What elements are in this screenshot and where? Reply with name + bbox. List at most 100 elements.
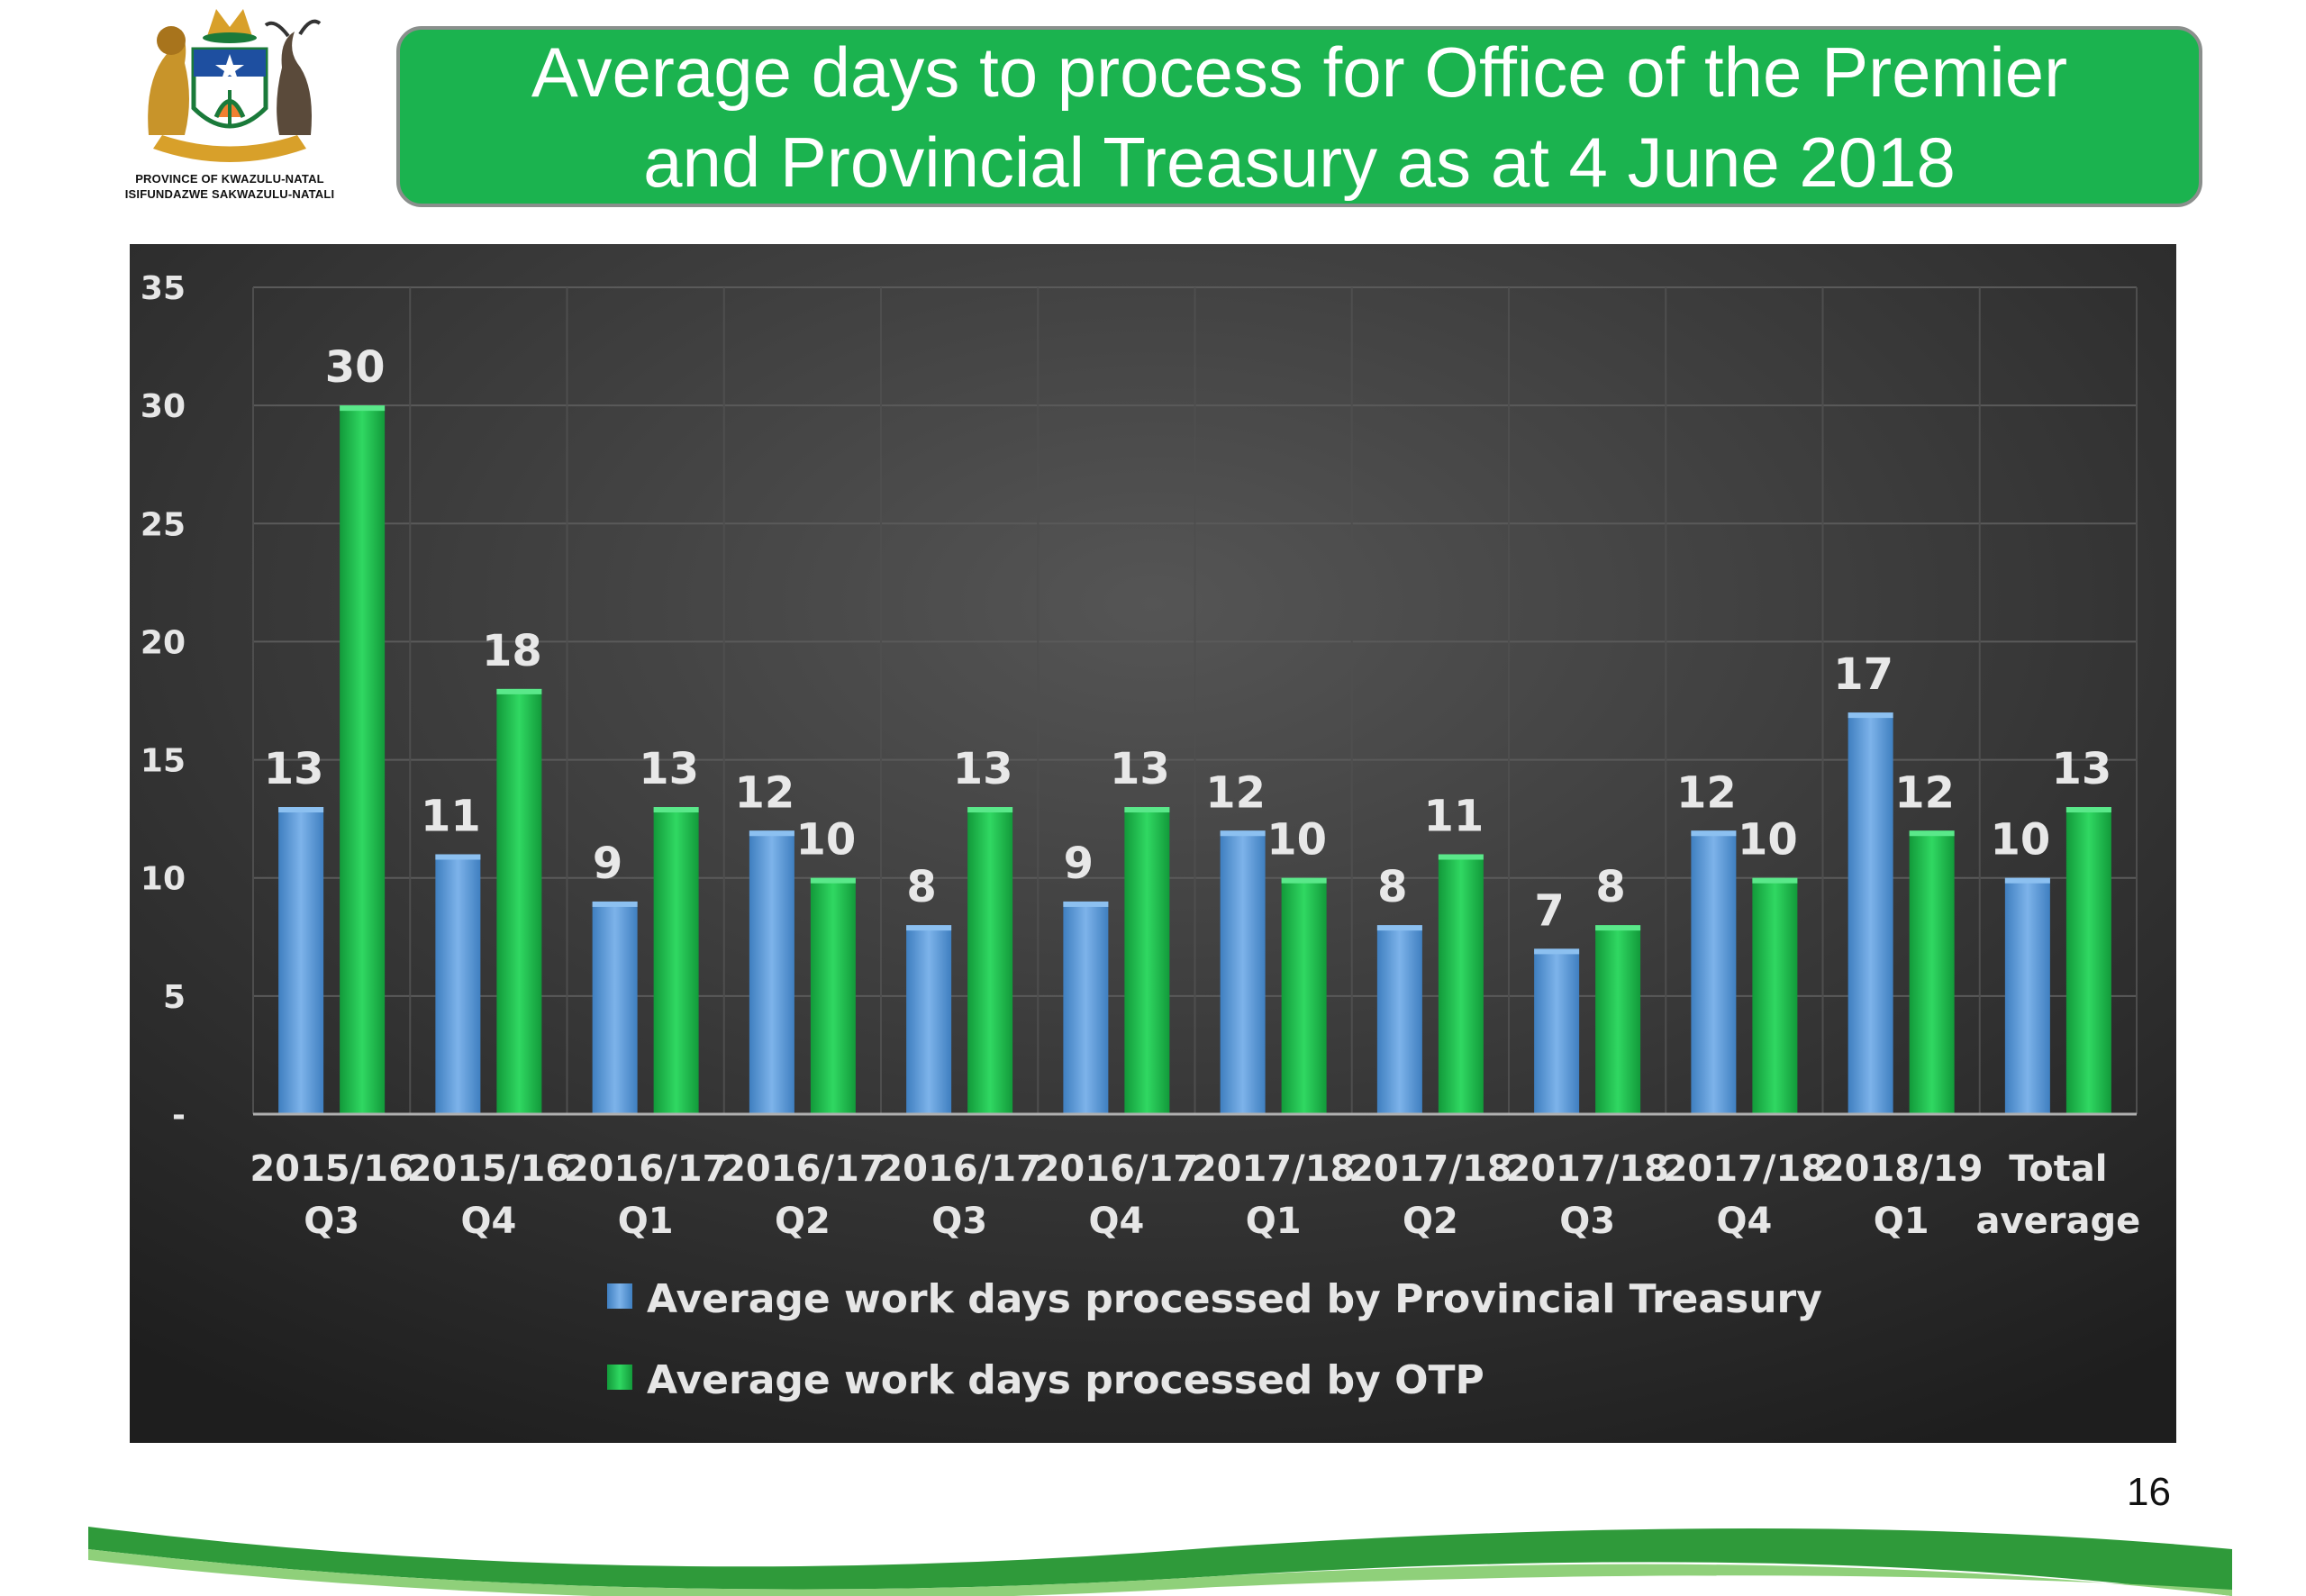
bar-provincial-treasury xyxy=(1063,901,1109,1114)
bar-otp xyxy=(496,688,542,1114)
bar-provincial-treasury xyxy=(1848,712,1893,1114)
bar-top-highlight xyxy=(1281,877,1327,884)
data-label: 11 xyxy=(421,791,481,841)
x-tick-label: 2017/18 xyxy=(1505,1148,1669,1190)
data-label: 8 xyxy=(1377,862,1407,912)
bar-otp xyxy=(1438,854,1484,1114)
data-label: 9 xyxy=(593,839,622,889)
data-label: 18 xyxy=(482,626,542,676)
data-label: 30 xyxy=(325,342,386,393)
y-tick-label: 25 xyxy=(141,506,186,543)
x-tick-label: 2016/17 xyxy=(721,1148,885,1190)
data-label: 11 xyxy=(1423,791,1484,841)
x-tick-label: Q3 xyxy=(931,1201,987,1242)
data-label: 10 xyxy=(1738,815,1798,866)
x-tick-label: Q4 xyxy=(1716,1201,1772,1242)
bar-top-highlight xyxy=(1691,830,1737,837)
data-label: 8 xyxy=(1595,862,1625,912)
x-tick-label: Q3 xyxy=(1559,1201,1615,1242)
x-tick-label: Q1 xyxy=(1246,1201,1302,1242)
bar-otp xyxy=(2065,807,2111,1114)
bar-top-highlight xyxy=(496,688,542,694)
footer-swoosh xyxy=(88,1527,2232,1596)
x-tick-label: 2017/18 xyxy=(1348,1148,1512,1190)
bar-top-highlight xyxy=(1376,925,1422,931)
x-tick-label: 2017/18 xyxy=(1663,1148,1827,1190)
bar-provincial-treasury xyxy=(435,854,481,1114)
x-tick-label: Q2 xyxy=(775,1201,831,1242)
bar-top-highlight xyxy=(810,877,856,884)
legend-swatch-provincial-treasury xyxy=(607,1283,632,1309)
x-tick-label: Q3 xyxy=(304,1201,359,1242)
bar-provincial-treasury xyxy=(2004,877,2050,1114)
bar-provincial-treasury xyxy=(1534,948,1580,1114)
bar-provincial-treasury xyxy=(749,830,794,1114)
bar-otp xyxy=(1595,925,1641,1114)
logo-line-1: PROVINCE OF KWAZULU-NATAL xyxy=(135,172,324,186)
bar-otp xyxy=(1124,807,1170,1114)
data-label: 9 xyxy=(1064,839,1094,889)
chart-panel: 13 30 11 18 9 13 12 10 8 13 9 13 12 10 8 11 7 8 12 10 17 12 10… xyxy=(130,244,2176,1443)
bar-top-highlight xyxy=(278,807,324,813)
data-label: 8 xyxy=(906,862,936,912)
slide-title: Average days to process for Office of th… xyxy=(531,32,2068,202)
legend-label-otp: Average work days processed by OTP xyxy=(647,1357,1484,1403)
bar-otp xyxy=(810,877,856,1114)
x-tick-label: Q4 xyxy=(460,1201,516,1242)
bar-top-highlight xyxy=(1124,807,1170,813)
data-label: 13 xyxy=(639,744,699,794)
bar-otp xyxy=(967,807,1013,1114)
page-number: 16 xyxy=(2127,1470,2171,1514)
bar-top-highlight xyxy=(653,807,699,813)
data-label: 10 xyxy=(795,815,856,866)
bar-provincial-treasury xyxy=(278,807,324,1114)
x-tick-label: Q4 xyxy=(1088,1201,1144,1242)
bar-top-highlight xyxy=(1534,948,1580,955)
x-tick-label: 2017/18 xyxy=(1192,1148,1356,1190)
data-label: 17 xyxy=(1833,649,1893,700)
bar-top-highlight xyxy=(1752,877,1798,884)
x-tick-label: Q2 xyxy=(1403,1201,1458,1242)
bar-otp xyxy=(1909,830,1955,1114)
y-tick-label: 5 xyxy=(163,979,186,1016)
bar-top-highlight xyxy=(1909,830,1955,837)
data-label: 12 xyxy=(1205,767,1266,818)
x-tick-label: 2016/17 xyxy=(564,1148,728,1190)
x-tick-label: 2016/17 xyxy=(1035,1148,1199,1190)
bar-top-highlight xyxy=(1063,901,1109,907)
bar-top-highlight xyxy=(592,901,638,907)
data-label: 12 xyxy=(734,767,794,818)
bar-top-highlight xyxy=(2065,807,2111,813)
data-label: 12 xyxy=(1676,767,1737,818)
bar-top-highlight xyxy=(906,925,952,931)
data-label: 10 xyxy=(1266,815,1327,866)
y-tick-label: 30 xyxy=(141,388,186,425)
x-tick-label: 2015/16 xyxy=(250,1148,413,1190)
bar-top-highlight xyxy=(435,854,481,860)
bar-provincial-treasury xyxy=(1220,830,1266,1114)
bar-otp xyxy=(1281,877,1327,1114)
data-label: 10 xyxy=(1990,815,2050,866)
bar-provincial-treasury xyxy=(1691,830,1737,1114)
bar-top-highlight xyxy=(749,830,794,837)
x-tick-label: 2016/17 xyxy=(877,1148,1041,1190)
x-tick-label: average xyxy=(1976,1201,2141,1242)
bar-top-highlight xyxy=(1848,712,1893,719)
legend-label-provincial-treasury: Average work days processed by Provincia… xyxy=(647,1276,1822,1322)
x-tick-label: Q1 xyxy=(1874,1201,1929,1242)
data-label: 7 xyxy=(1534,885,1564,936)
x-tick-label: Total xyxy=(2009,1148,2107,1190)
bar-top-highlight xyxy=(1220,830,1266,837)
y-tick-label: 35 xyxy=(141,270,186,307)
x-tick-label: 2018/19 xyxy=(1820,1148,1984,1190)
bar-otp xyxy=(1752,877,1798,1114)
x-tick-label: 2015/16 xyxy=(407,1148,571,1190)
y-tick-label: - xyxy=(172,1097,186,1134)
title-banner: Average days to process for Office of th… xyxy=(396,26,2202,207)
y-tick-label: 15 xyxy=(141,743,186,780)
coat-of-arms-logo: PROVINCE OF KWAZULU-NATAL ISIFUNDAZWE SA… xyxy=(86,0,374,212)
data-label: 13 xyxy=(2051,744,2111,794)
data-label: 13 xyxy=(953,744,1013,794)
bar-top-highlight xyxy=(2004,877,2050,884)
